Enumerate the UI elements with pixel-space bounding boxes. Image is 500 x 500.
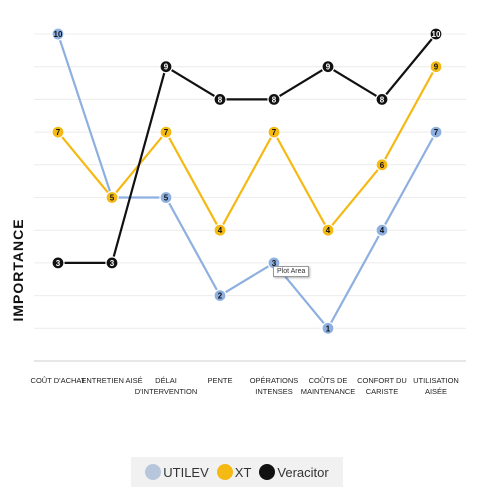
- data-label: 5: [164, 194, 169, 203]
- data-point-utilev[interactable]: 5: [159, 190, 173, 205]
- data-point-xt[interactable]: 4: [213, 223, 227, 237]
- data-point-utilev[interactable]: 1: [321, 321, 335, 335]
- data-label: 9: [164, 63, 169, 72]
- data-point-utilev[interactable]: 3: [267, 256, 281, 270]
- data-point-marker: [51, 125, 65, 139]
- data-point-marker: [51, 27, 65, 41]
- data-point-marker: [429, 60, 443, 74]
- data-point-xt[interactable]: 7: [159, 125, 173, 139]
- data-label: 7: [164, 128, 169, 137]
- data-point-veracitor[interactable]: 8: [267, 92, 281, 107]
- data-label: 4: [326, 226, 331, 235]
- data-point-xt[interactable]: 4: [321, 223, 335, 237]
- legend-swatch-xt: [216, 464, 233, 480]
- data-point-marker: [429, 27, 443, 41]
- data-label: 7: [272, 128, 277, 137]
- x-tick-label: CONFORT DU CARISTE: [357, 376, 407, 396]
- data-label: 2: [218, 292, 223, 301]
- data-point-veracitor[interactable]: 8: [375, 92, 389, 107]
- series-points: 10552314775747469339889810: [51, 27, 443, 335]
- legend-item-veracitor[interactable]: Veracitor: [259, 464, 329, 480]
- data-point-veracitor[interactable]: 9: [321, 60, 335, 74]
- data-point-veracitor[interactable]: 10: [429, 27, 443, 41]
- y-axis-label-wrap: IMPORTANCE: [8, 170, 28, 370]
- data-point-veracitor[interactable]: 3: [105, 256, 119, 270]
- data-point-marker: [267, 92, 281, 107]
- data-point-veracitor[interactable]: 9: [159, 60, 173, 74]
- series-line-utilev: [56, 33, 437, 331]
- data-point-marker: [321, 321, 335, 335]
- data-point-utilev[interactable]: 7: [429, 125, 443, 139]
- data-point-marker: [105, 256, 119, 270]
- data-label: 8: [272, 95, 277, 104]
- data-label: 10: [432, 30, 441, 39]
- legend-label-xt: XT: [234, 464, 252, 480]
- data-label: 6: [380, 161, 385, 170]
- legend-item-utilev[interactable]: UTILEV: [145, 464, 209, 480]
- x-tick-label: COÛT D'ACHAT: [31, 376, 86, 385]
- data-point-marker: [375, 223, 389, 237]
- x-tick-label: PENTE: [207, 376, 232, 385]
- x-tick-label: ENTRETIEN AISÉ: [81, 376, 142, 385]
- legend: UTILEV XT Veracitor: [131, 457, 343, 487]
- data-label: 10: [54, 30, 63, 39]
- data-point-marker: [375, 158, 389, 172]
- data-point-marker: [159, 125, 173, 139]
- data-point-marker: [159, 190, 173, 205]
- data-point-marker: [213, 223, 227, 237]
- data-point-marker: [321, 223, 335, 237]
- y-axis-label: IMPORTANCE: [10, 218, 26, 322]
- x-tick-label: COÛTS DE MAINTENANCE: [301, 376, 356, 396]
- data-point-marker: [51, 256, 65, 270]
- plot-area-tooltip: Plot Area: [273, 266, 310, 277]
- data-point-marker: [267, 125, 281, 139]
- x-tick-label: DÉLAI D'INTERVENTION: [135, 376, 198, 396]
- x-tick-label: OPÉRATIONS INTENSES: [250, 376, 299, 396]
- data-point-veracitor[interactable]: 8: [213, 92, 227, 107]
- legend-swatch-veracitor: [259, 464, 276, 480]
- data-point-xt[interactable]: 6: [375, 158, 389, 172]
- data-label: 3: [110, 259, 115, 268]
- data-label: 8: [218, 95, 223, 104]
- data-point-utilev[interactable]: 2: [213, 289, 227, 303]
- data-point-marker: [213, 289, 227, 303]
- legend-label-veracitor: Veracitor: [277, 464, 329, 480]
- legend-swatch-utilev: [145, 464, 162, 480]
- data-label: 9: [326, 63, 331, 72]
- data-label: 4: [218, 226, 223, 235]
- data-label: 9: [434, 63, 439, 72]
- data-label: 3: [272, 259, 277, 268]
- series-line-xt: [57, 66, 437, 233]
- data-point-veracitor[interactable]: 3: [51, 256, 65, 270]
- data-point-xt[interactable]: 7: [51, 125, 65, 139]
- x-tick-label: UTILISATION AISÉE: [413, 376, 459, 396]
- data-point-marker: [105, 190, 119, 205]
- data-point-marker: [213, 92, 227, 107]
- data-point-marker: [321, 60, 335, 74]
- data-point-utilev[interactable]: 4: [375, 223, 389, 237]
- data-label: 5: [110, 194, 115, 203]
- data-point-marker: [159, 60, 173, 74]
- data-label: 7: [56, 128, 61, 137]
- data-point-xt[interactable]: 5: [105, 190, 119, 205]
- data-point-marker: [429, 125, 443, 139]
- series-line-veracitor: [58, 33, 437, 264]
- data-point-xt[interactable]: 9: [429, 60, 443, 74]
- data-label: 7: [434, 128, 439, 137]
- data-label: 8: [380, 95, 385, 104]
- data-point-utilev[interactable]: 10: [51, 27, 65, 41]
- data-label: 1: [326, 324, 331, 333]
- data-point-xt[interactable]: 7: [267, 125, 281, 139]
- series-lines: [56, 33, 437, 331]
- legend-item-xt[interactable]: XT: [216, 464, 252, 480]
- data-point-marker: [375, 92, 389, 107]
- data-label: 4: [380, 226, 385, 235]
- legend-label-utilev: UTILEV: [163, 464, 209, 480]
- data-label: 3: [56, 259, 61, 268]
